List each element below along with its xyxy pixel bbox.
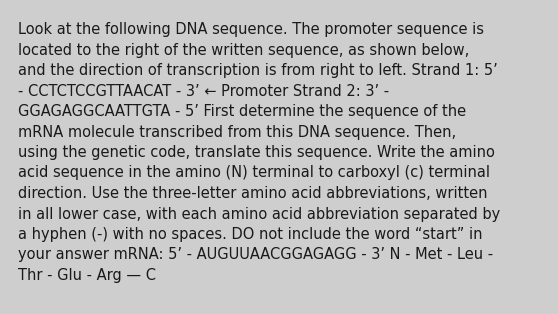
Text: your answer mRNA: 5’ - AUGUUAACGGAGAGG - 3’ N - Met - Leu -: your answer mRNA: 5’ - AUGUUAACGGAGAGG -…: [18, 247, 493, 263]
Text: mRNA molecule transcribed from this DNA sequence. Then,: mRNA molecule transcribed from this DNA …: [18, 124, 456, 139]
Text: using the genetic code, translate this sequence. Write the amino: using the genetic code, translate this s…: [18, 145, 495, 160]
Text: located to the right of the written sequence, as shown below,: located to the right of the written sequ…: [18, 42, 469, 57]
Text: GGAGAGGCAATTGTA - 5’ First determine the sequence of the: GGAGAGGCAATTGTA - 5’ First determine the…: [18, 104, 466, 119]
Text: a hyphen (-) with no spaces. DO not include the word “start” in: a hyphen (-) with no spaces. DO not incl…: [18, 227, 483, 242]
Text: and the direction of transcription is from right to left. Strand 1: 5’: and the direction of transcription is fr…: [18, 63, 498, 78]
Text: Look at the following DNA sequence. The promoter sequence is: Look at the following DNA sequence. The …: [18, 22, 484, 37]
Text: direction. Use the three-letter amino acid abbreviations, written: direction. Use the three-letter amino ac…: [18, 186, 488, 201]
Text: in all lower case, with each amino acid abbreviation separated by: in all lower case, with each amino acid …: [18, 207, 501, 221]
Text: Thr - Glu - Arg — C: Thr - Glu - Arg — C: [18, 268, 156, 283]
Text: acid sequence in the amino (N) terminal to carboxyl (c) terminal: acid sequence in the amino (N) terminal …: [18, 165, 490, 181]
Text: - CCTCTCCGTTAACAT - 3’ ← Promoter Strand 2: 3’ -: - CCTCTCCGTTAACAT - 3’ ← Promoter Strand…: [18, 84, 389, 99]
